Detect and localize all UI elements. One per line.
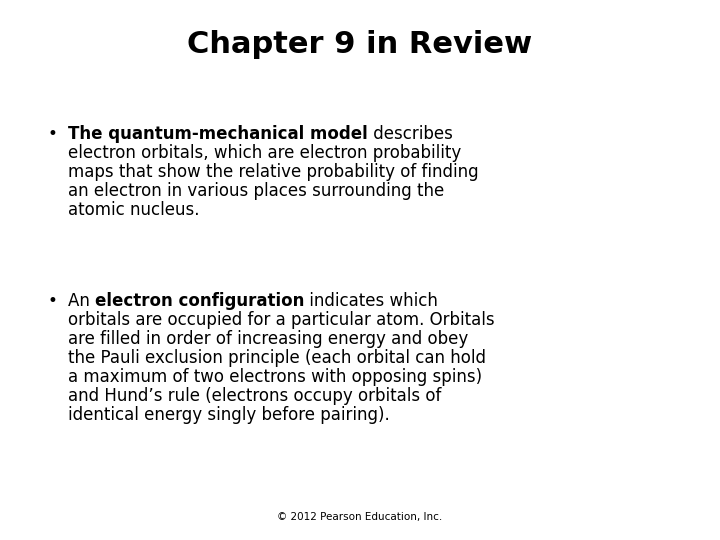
Text: are filled in order of increasing energy and obey: are filled in order of increasing energy… [68,330,468,348]
Text: Chapter 9 in Review: Chapter 9 in Review [187,30,533,59]
Text: and Hund’s rule (electrons occupy orbitals of: and Hund’s rule (electrons occupy orbita… [68,387,441,405]
Text: The quantum-mechanical model: The quantum-mechanical model [68,125,368,143]
Text: an electron in various places surrounding the: an electron in various places surroundin… [68,182,444,200]
Text: identical energy singly before pairing).: identical energy singly before pairing). [68,406,390,424]
Text: maps that show the relative probability of finding: maps that show the relative probability … [68,163,479,181]
Text: •: • [48,292,58,310]
Text: indicates which: indicates which [305,292,438,310]
Text: atomic nucleus.: atomic nucleus. [68,201,199,219]
Text: the Pauli exclusion principle (each orbital can hold: the Pauli exclusion principle (each orbi… [68,349,486,367]
Text: orbitals are occupied for a particular atom. Orbitals: orbitals are occupied for a particular a… [68,311,495,329]
Text: describes: describes [368,125,453,143]
Text: electron orbitals, which are electron probability: electron orbitals, which are electron pr… [68,144,462,162]
Text: •: • [48,125,58,143]
Text: a maximum of two electrons with opposing spins): a maximum of two electrons with opposing… [68,368,482,386]
Text: © 2012 Pearson Education, Inc.: © 2012 Pearson Education, Inc. [277,512,443,522]
Text: electron configuration: electron configuration [95,292,305,310]
Text: An: An [68,292,95,310]
